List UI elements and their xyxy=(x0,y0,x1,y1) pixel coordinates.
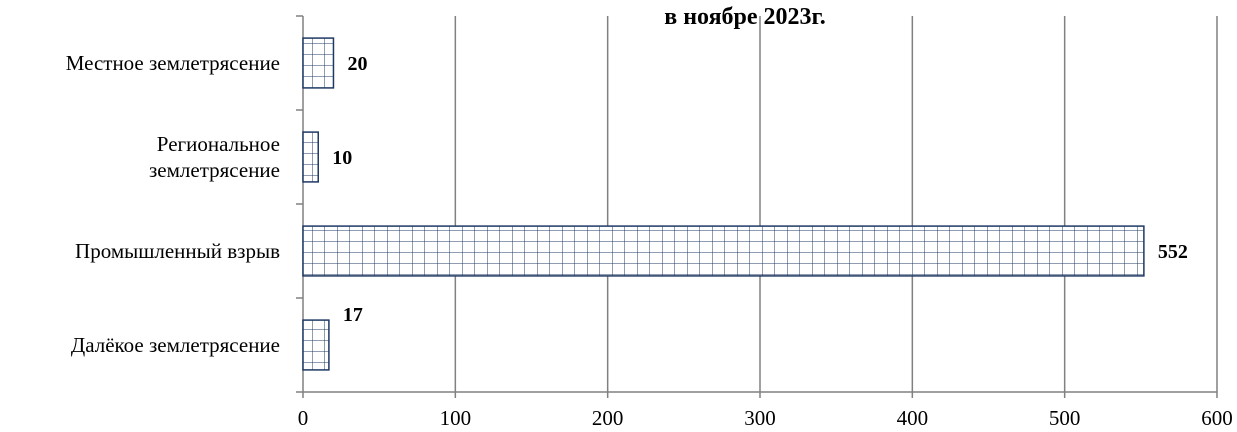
category-label-1: Местное землетрясение xyxy=(66,51,280,75)
x-tick-label-500: 500 xyxy=(1049,406,1081,430)
data-label-1: 20 xyxy=(347,53,367,75)
gridlines xyxy=(454,16,1218,392)
category-label-2-line-2: землетрясение xyxy=(149,158,280,182)
category-label-4: Далёкое землетрясение xyxy=(71,333,280,357)
data-label-4: 17 xyxy=(343,304,363,326)
labels: 0 100 200 300 400 500 600 Местное землетрясение… xyxy=(66,51,1233,430)
axes xyxy=(296,15,1218,398)
chart-title: в ноябре 2023г. xyxy=(664,4,826,30)
bars xyxy=(302,37,1145,371)
x-tick-label-300: 300 xyxy=(744,406,776,430)
x-tick-label-400: 400 xyxy=(897,406,929,430)
x-tick-label-0: 0 xyxy=(298,406,309,430)
x-tick-label-200: 200 xyxy=(592,406,624,430)
bar-3 xyxy=(302,225,1145,277)
x-tick-label-100: 100 xyxy=(440,406,472,430)
bar-1 xyxy=(302,37,335,89)
data-label-3: 552 xyxy=(1158,241,1188,263)
category-label-3: Промышленный взрыв xyxy=(75,239,280,263)
bar-2 xyxy=(302,131,319,183)
data-label-2: 10 xyxy=(332,147,352,169)
bar-4 xyxy=(302,319,330,371)
x-tick-label-600: 600 xyxy=(1201,406,1233,430)
category-label-2-line-1: Региональное xyxy=(157,132,280,156)
